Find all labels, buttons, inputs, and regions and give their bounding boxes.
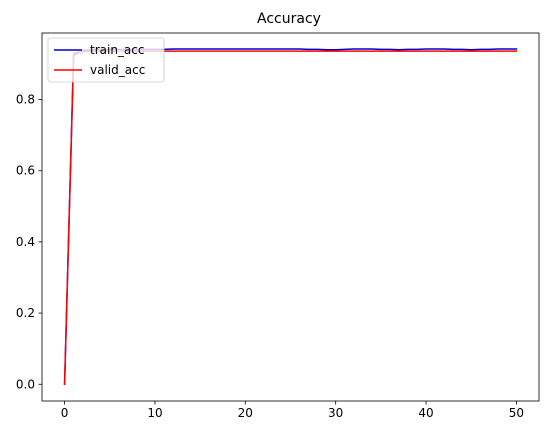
- y-tick-label: 0.4: [16, 235, 35, 249]
- legend: train_acc valid_acc: [47, 37, 165, 83]
- y-tick-label: 0.8: [16, 93, 35, 107]
- x-tick-label: 10: [147, 406, 162, 420]
- x-tick-label: 50: [509, 406, 524, 420]
- x-tick-label: 20: [238, 406, 253, 420]
- axes-frame: [41, 32, 540, 402]
- x-tick-label: 40: [418, 406, 433, 420]
- chart-title: Accuracy: [257, 11, 321, 27]
- legend-box: [47, 37, 165, 83]
- x-tick-label: 30: [328, 406, 343, 420]
- y-tick-label: 0.2: [16, 306, 35, 320]
- y-tick-label: 0.6: [16, 164, 35, 178]
- legend-label-valid-acc: valid_acc: [90, 63, 145, 77]
- x-tick-label: 0: [61, 406, 69, 420]
- axes: 0 10 20 30 40 50 0.0 0.2 0.4 0.6 0.8: [16, 32, 540, 420]
- y-tick-label: 0.0: [16, 377, 35, 391]
- legend-label-train-acc: train_acc: [90, 43, 144, 57]
